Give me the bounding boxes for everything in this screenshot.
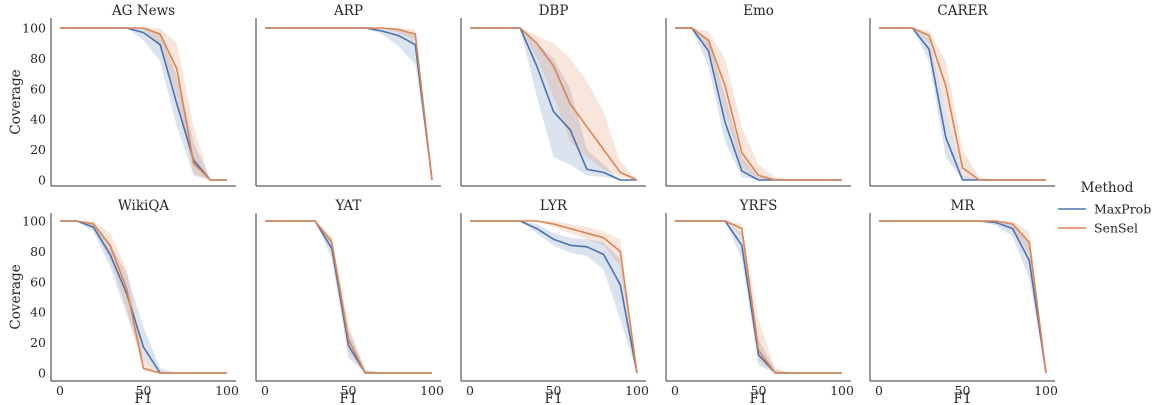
line-sensel xyxy=(265,220,432,374)
panel-title: YRFS xyxy=(739,198,778,214)
chart-legend: Method MaxProb SenSel xyxy=(1058,180,1151,236)
panel-title: Emo xyxy=(743,3,774,19)
panel-ag-news: AG News 0 20 40 60 80 100 Coverage xyxy=(8,3,236,188)
band-sensel xyxy=(265,221,432,373)
y-axis-label: Coverage xyxy=(8,69,24,134)
y-tick-label: 0 xyxy=(38,173,46,188)
line-sensel xyxy=(60,27,227,181)
band-sensel xyxy=(60,28,227,180)
panel-title: WikiQA xyxy=(118,198,170,214)
x-tick-label: 0 xyxy=(875,383,883,398)
line-sensel xyxy=(675,220,842,374)
line-maxprob xyxy=(675,27,842,181)
line-sensel xyxy=(675,27,842,181)
panel-title: LYR xyxy=(540,198,568,214)
x-tick-label: 50 xyxy=(955,383,971,398)
x-tick-label: 50 xyxy=(136,383,152,398)
line-sensel xyxy=(265,27,433,181)
line-maxprob xyxy=(879,220,1047,374)
y-tick-label: 20 xyxy=(30,335,46,350)
panel-mr: MR 0 50 100 F1 xyxy=(869,198,1058,405)
panel-title: ARP xyxy=(333,3,363,19)
panel-title: MR xyxy=(951,198,976,214)
y-tick-label: 20 xyxy=(30,142,46,157)
panel-title: YAT xyxy=(335,198,362,214)
y-tick-label: 80 xyxy=(30,244,46,259)
panel-yat: YAT 0 50 100 F1 xyxy=(255,198,444,405)
y-tick-label: 80 xyxy=(30,51,46,66)
x-tick-label: 100 xyxy=(830,383,854,398)
y-axis-label: Coverage xyxy=(8,264,24,329)
y-tick-label: 60 xyxy=(30,81,46,96)
band-maxprob xyxy=(675,221,842,373)
x-tick-label: 100 xyxy=(215,383,239,398)
panel-dbp: DBP xyxy=(460,3,646,187)
panel-title: DBP xyxy=(539,3,569,19)
line-sensel xyxy=(470,220,638,374)
panel-yrfs: YRFS 0 50 100 F1 xyxy=(665,198,854,405)
line-sensel xyxy=(879,27,1046,181)
panel-arp: ARP xyxy=(255,3,441,187)
x-tick-label: 0 xyxy=(671,383,679,398)
legend-title: Method xyxy=(1081,180,1134,196)
x-tick-label: 100 xyxy=(420,383,444,398)
legend-label-maxprob: MaxProb xyxy=(1094,202,1151,217)
x-tick-label: 100 xyxy=(625,383,649,398)
band-maxprob xyxy=(470,221,637,373)
line-sensel xyxy=(470,27,638,181)
band-maxprob xyxy=(470,28,637,180)
x-tick-label: 100 xyxy=(1034,383,1058,398)
x-axis-label: F1 xyxy=(954,391,972,405)
x-tick-label: 50 xyxy=(546,383,562,398)
panel-wikiqa: WikiQA 0 20 40 60 80 100 Coverage 0 50 100 F1 xyxy=(8,198,239,405)
y-tick-label: 60 xyxy=(30,274,46,289)
x-tick-label: 0 xyxy=(261,383,269,398)
band-maxprob xyxy=(60,28,227,180)
band-sensel xyxy=(675,28,842,180)
band-sensel xyxy=(675,221,842,373)
y-tick-label: 100 xyxy=(22,21,46,36)
line-sensel xyxy=(60,220,227,374)
panel-emo: Emo xyxy=(665,3,851,187)
x-tick-label: 50 xyxy=(751,383,767,398)
band-maxprob xyxy=(60,221,227,373)
line-sensel xyxy=(879,220,1047,374)
y-tick-label: 40 xyxy=(30,305,46,320)
x-tick-label: 0 xyxy=(56,383,64,398)
band-sensel xyxy=(879,28,1046,180)
x-tick-label: 50 xyxy=(341,383,357,398)
x-axis-label: F1 xyxy=(340,391,358,405)
y-tick-label: 40 xyxy=(30,112,46,127)
panel-carer: CARER xyxy=(869,3,1055,187)
legend-label-sensel: SenSel xyxy=(1094,221,1138,236)
x-tick-label: 0 xyxy=(466,383,474,398)
panel-lyr: LYR 0 50 100 F1 xyxy=(460,198,649,405)
band-maxprob xyxy=(675,28,842,180)
x-axis-label: F1 xyxy=(135,391,153,405)
band-maxprob xyxy=(265,28,432,180)
y-tick-label: 0 xyxy=(38,366,46,381)
x-axis-label: F1 xyxy=(545,391,563,405)
band-sensel xyxy=(470,28,637,180)
y-tick-label: 100 xyxy=(22,214,46,229)
band-sensel xyxy=(879,221,1046,373)
x-axis-label: F1 xyxy=(750,391,768,405)
panel-title: AG News xyxy=(111,3,175,19)
panel-title: CARER xyxy=(937,3,988,19)
